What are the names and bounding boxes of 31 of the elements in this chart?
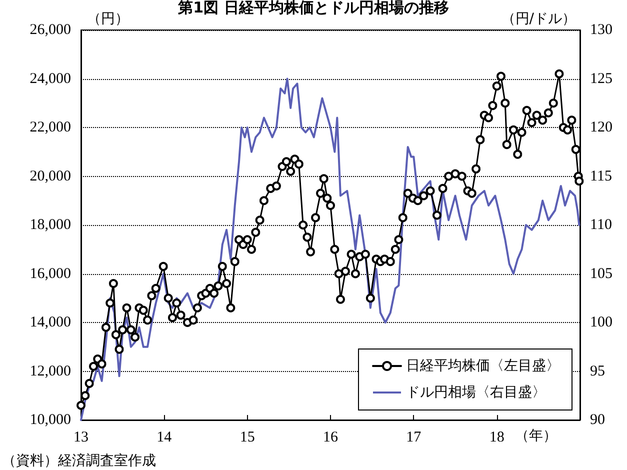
y2-axis-title: （円/ドル） xyxy=(501,11,576,27)
legend-label: ドル円相場〈右目盛〉 xyxy=(406,384,546,400)
y2-tick-label: 100 xyxy=(590,314,612,330)
legend-label: 日経平均株価〈左目盛〉 xyxy=(406,358,560,374)
y-tick-label: 12,000 xyxy=(30,363,71,380)
y-tick-label: 24,000 xyxy=(30,70,71,87)
text: （資料）経済調査室作成 xyxy=(2,453,156,469)
x-tick-label: 18 xyxy=(489,430,504,446)
y-tick-label: 10,000 xyxy=(30,412,71,428)
y2-tick-label: 130 xyxy=(590,22,612,38)
y2-tick-label: 120 xyxy=(590,120,612,136)
y-tick-label: 16,000 xyxy=(30,266,71,282)
y2-tick-label: 110 xyxy=(590,217,612,233)
chart-title: 第1図 日経平均株価とドル円相場の推移 xyxy=(177,0,449,16)
x-tick-label: 15 xyxy=(240,430,255,446)
y-tick-label: 18,000 xyxy=(30,217,71,233)
y2-tick-label: 125 xyxy=(590,70,612,87)
y-tick-label: 14,000 xyxy=(30,314,71,330)
x-tick-label: 17 xyxy=(406,430,422,446)
y-tick-label: 26,000 xyxy=(30,22,71,38)
x-tick-label: 14 xyxy=(156,430,172,446)
y-tick-label: 20,000 xyxy=(30,168,71,184)
y-axis-title: （円） xyxy=(87,11,129,27)
x-tick-label: 16 xyxy=(323,430,338,446)
y-tick-label: 22,000 xyxy=(30,120,71,136)
y2-tick-label: 95 xyxy=(590,363,605,380)
y2-tick-label: 105 xyxy=(590,266,612,282)
x-tick-label: 13 xyxy=(74,430,88,446)
y2-tick-label: 115 xyxy=(590,168,612,184)
x-axis-title: （年） xyxy=(514,428,557,444)
y2-tick-label: 90 xyxy=(590,412,605,428)
